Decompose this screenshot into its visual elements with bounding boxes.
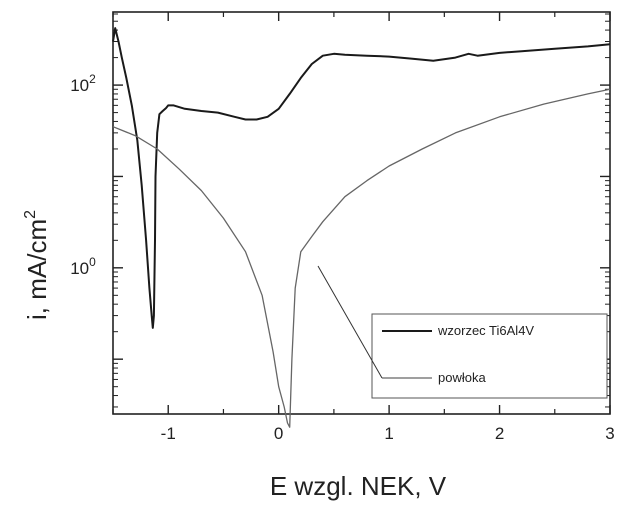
legend: wzorzec Ti6Al4V powłoka <box>371 313 608 399</box>
x-tick-label: 3 <box>605 424 614 443</box>
legend-label-series-1: powłoka <box>438 370 486 385</box>
y-tick-label: 102 <box>70 72 96 95</box>
y-tick-label: 100 <box>70 255 96 278</box>
x-axis-title: E wzgl. NEK, V <box>270 471 447 501</box>
legend-label-series-0: wzorzec Ti6Al4V <box>437 323 534 338</box>
legend-pointer-line <box>317 265 383 379</box>
x-tick-label: -1 <box>161 424 176 443</box>
x-tick-label: 2 <box>495 424 504 443</box>
series-line-0 <box>112 27 611 329</box>
y-axis-title-superscript: 2 <box>22 210 39 219</box>
svg-text:i, mA/cm2: i, mA/cm2 <box>22 210 52 320</box>
x-tick-label: 1 <box>384 424 393 443</box>
legend-box <box>371 313 608 399</box>
series-line-1 <box>112 88 611 428</box>
x-tick-label: 0 <box>274 424 283 443</box>
y-axis-title: i, mA/cm2 <box>22 210 52 320</box>
plot-area: -1 0 1 2 3 100 102 <box>70 11 615 443</box>
y-axis-title-text: i, mA/cm <box>22 219 52 320</box>
